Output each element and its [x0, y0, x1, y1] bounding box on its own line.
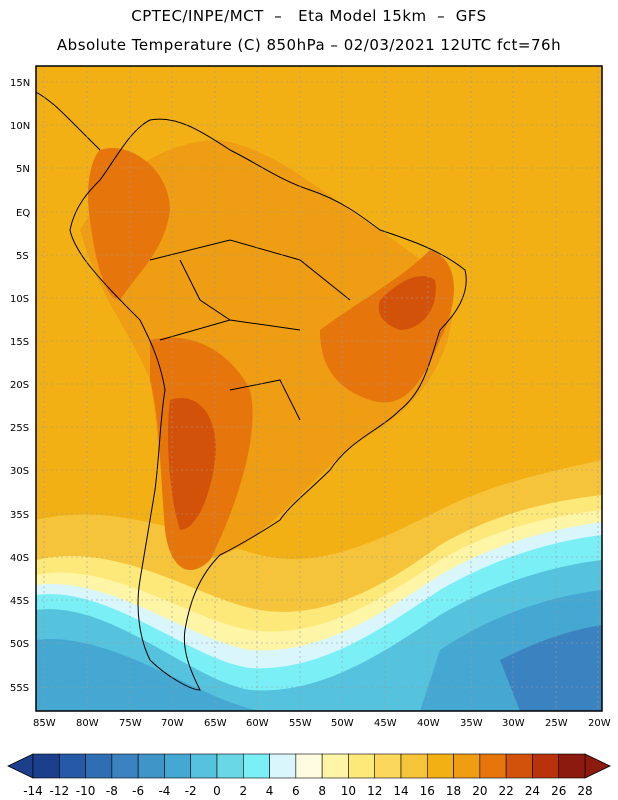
colorbar-label: -10 — [76, 784, 96, 798]
lat-label: 10S — [10, 294, 29, 305]
colorbar-label: 14 — [393, 784, 408, 798]
colorbar-swatch — [558, 753, 586, 779]
lon-label: 85W — [33, 718, 56, 729]
lat-label: 50S — [10, 639, 29, 650]
lat-label: 55S — [10, 683, 29, 694]
band-blue2 — [500, 625, 602, 711]
lat-label: 30S — [10, 466, 29, 477]
colorbar-label: 18 — [446, 784, 461, 798]
colorbar-right-arrow — [584, 753, 611, 779]
lat-label: 10N — [10, 121, 30, 132]
colorbar-swatch — [532, 753, 560, 779]
colorbar-swatch — [479, 753, 507, 779]
lat-lon-grid — [36, 66, 602, 711]
colorbar-swatch — [348, 753, 376, 779]
south-america-coast — [69, 118, 467, 691]
colorbar-swatch — [216, 753, 244, 779]
lat-label: 45S — [10, 596, 29, 607]
lon-label: 60W — [246, 718, 269, 729]
lon-label: 70W — [161, 718, 184, 729]
colorbar-swatch — [505, 753, 533, 779]
hotter-chaco — [168, 398, 216, 530]
lon-label: 30W — [502, 718, 525, 729]
colorbar-label: 8 — [318, 784, 326, 798]
lon-label: 50W — [331, 718, 354, 729]
colorbar-swatch — [453, 753, 481, 779]
lon-label: 80W — [76, 718, 99, 729]
lat-label: 25S — [10, 423, 29, 434]
colorbar-swatch — [269, 753, 297, 779]
colorbar-label: -14 — [23, 784, 43, 798]
lat-label: 35S — [10, 510, 29, 521]
colorbar-label: -6 — [132, 784, 144, 798]
lon-label: 55W — [289, 718, 312, 729]
colorbar-label: -12 — [49, 784, 69, 798]
colorbar-label: 20 — [472, 784, 487, 798]
colorbar-swatch — [374, 753, 402, 779]
colorbar-label: 10 — [341, 784, 356, 798]
colorbar-label: 28 — [577, 784, 592, 798]
colorbar-swatch — [400, 753, 428, 779]
lat-label: 40S — [10, 553, 29, 564]
title-line-1: CPTEC/INPE/MCT – Eta Model 15km – GFS — [131, 7, 487, 25]
colorbar-label: -4 — [158, 784, 170, 798]
colorbar-label: 22 — [498, 784, 513, 798]
colorbar-label: 2 — [239, 784, 247, 798]
hotter-ne — [378, 276, 436, 330]
lat-label: 15N — [10, 78, 30, 89]
colorbar-label: 24 — [525, 784, 540, 798]
lat-label: 5N — [16, 164, 30, 175]
colorbar-swatch — [85, 753, 113, 779]
lat-label: 5S — [16, 251, 29, 262]
central-america — [36, 91, 101, 151]
colorbar-swatch — [164, 753, 192, 779]
hot-andes — [88, 148, 170, 300]
lon-label: 75W — [119, 718, 142, 729]
colorbar: -14 -12 -10 -8 -6 -4 -2 0 2 4 6 8 10 12 14 16 18 20 22 24 26… — [7, 753, 611, 798]
lat-label: 20S — [10, 380, 29, 391]
colorbar-label: 16 — [420, 784, 435, 798]
lat-label: 15S — [10, 337, 29, 348]
lat-labels: 15N 10N 5N EQ 5S 10S 15S 20S 25S 30S 35S… — [10, 78, 30, 694]
lon-label: 45W — [374, 718, 397, 729]
colorbar-swatch — [321, 753, 349, 779]
lat-label: EQ — [16, 208, 30, 219]
colorbar-swatch — [137, 753, 165, 779]
temperature-field — [36, 66, 602, 711]
colorbar-swatch — [111, 753, 139, 779]
colorbar-label: 12 — [367, 784, 382, 798]
colorbar-label: 26 — [551, 784, 566, 798]
colorbar-swatch — [242, 753, 270, 779]
colorbar-swatch — [426, 753, 454, 779]
map-frame — [35, 65, 603, 712]
colorbar-swatch — [32, 753, 60, 779]
title-line-2: Absolute Temperature (C) 850hPa – 02/03/… — [56, 36, 562, 54]
lon-label: 35W — [460, 718, 483, 729]
colorbar-label: -8 — [106, 784, 118, 798]
lon-label: 65W — [204, 718, 227, 729]
colorbar-left-arrow — [7, 753, 34, 779]
coastlines — [36, 91, 467, 691]
colorbar-swatch — [190, 753, 218, 779]
colorbar-label: 0 — [213, 784, 221, 798]
colorbar-label: 4 — [266, 784, 274, 798]
lon-label: 20W — [588, 718, 611, 729]
colorbar-label: 6 — [292, 784, 300, 798]
lon-label: 25W — [545, 718, 568, 729]
lon-labels: 85W 80W 75W 70W 65W 60W 55W 50W 45W 40W … — [33, 718, 611, 729]
lon-label: 40W — [417, 718, 440, 729]
colorbar-label: -2 — [185, 784, 197, 798]
colorbar-swatch — [295, 753, 323, 779]
border-lines — [149, 239, 351, 421]
colorbar-swatch — [58, 753, 86, 779]
